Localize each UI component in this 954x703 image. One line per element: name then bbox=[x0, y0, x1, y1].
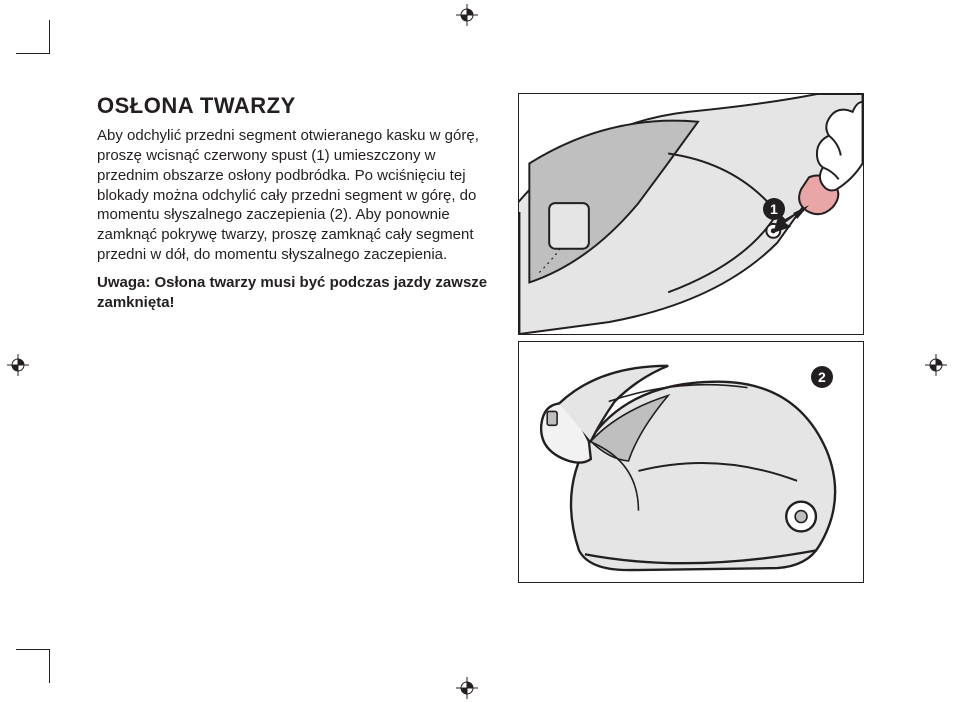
crop-mark-icon bbox=[16, 649, 50, 683]
callout-badge-1: 1 bbox=[763, 198, 785, 220]
callout-number: 1 bbox=[770, 201, 778, 217]
warning-paragraph: Uwaga: Osłona twarzy musi być podczas ja… bbox=[97, 273, 496, 313]
registration-mark-icon bbox=[456, 4, 478, 26]
registration-mark-icon bbox=[925, 354, 947, 376]
section-heading: OSŁONA TWARZY bbox=[97, 93, 496, 118]
text-column: OSŁONA TWARZY Aby odchylić przedni segme… bbox=[97, 93, 496, 312]
figure-panel-1: 1 bbox=[518, 93, 864, 335]
registration-mark-icon bbox=[7, 354, 29, 376]
helmet-chin-release-illustration bbox=[519, 94, 863, 334]
body-paragraph: Aby odchylić przedni segment otwieranego… bbox=[97, 126, 496, 265]
figure-column: 1 bbox=[518, 93, 867, 583]
crop-mark-icon bbox=[16, 20, 50, 54]
callout-badge-2: 2 bbox=[811, 366, 833, 388]
content-area: OSŁONA TWARZY Aby odchylić przedni segme… bbox=[97, 93, 867, 583]
document-page: OSŁONA TWARZY Aby odchylić przedni segme… bbox=[0, 0, 954, 703]
callout-number: 2 bbox=[818, 369, 826, 385]
registration-mark-icon bbox=[456, 677, 478, 699]
figure-panel-2: 2 bbox=[518, 341, 864, 583]
